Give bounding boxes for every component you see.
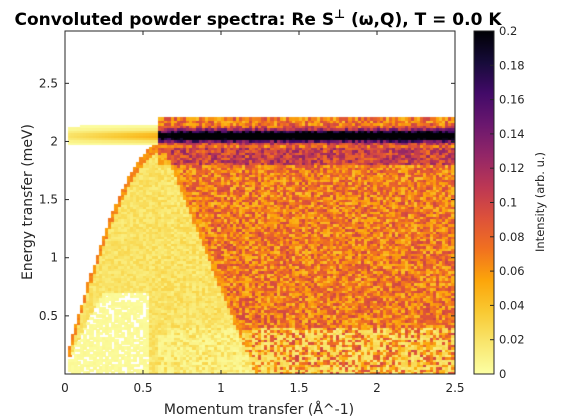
colorbar-tick-label: 0.04 [499,298,525,312]
title-rest: (ω,Q), T = 0.0 K [345,10,502,30]
colorbar [474,31,494,374]
x-axis-label: Momentum transfer (Å^-1) [164,401,354,418]
heatmap-image-container [65,31,455,374]
colorbar-tick-label: 0.18 [499,58,525,72]
x-tick-label: 1.5 [289,381,308,395]
y-axis: 0.5 1 1.5 2 2.5 [39,76,455,323]
y-tick-label: 2 [50,134,58,148]
colorbar-tick-label: 0.08 [499,230,525,244]
y-tick-label: 1.5 [39,193,58,207]
y-axis-label: Energy transfer (meV) [20,124,36,280]
y-tick-label: 2.5 [39,76,58,90]
x-tick-label: 2 [373,381,381,395]
colorbar-tick-label: 0.12 [499,161,525,175]
x-tick-label: 0.5 [133,381,152,395]
x-tick-label: 1 [217,381,225,395]
title-main: Convoluted powder spectra: Re S [15,10,335,30]
colorbar-tick-label: 0.16 [499,93,525,107]
x-tick-label: 2.5 [445,381,464,395]
y-tick-label: 1 [50,251,58,265]
title-superscript: ⊥ [334,7,345,21]
heatmap-image [65,31,455,374]
colorbar-tick-label: 0.2 [499,24,517,38]
colorbar-tick-label: 0 [499,367,506,381]
colorbar-axis: 0 0.02 0.04 0.06 0.08 0.1 0.12 0.14 0.16 0.18 0.2 [490,24,525,381]
x-axis: 0 0.5 1 1.5 2 2.5 [61,31,465,395]
colorbar-tick-label: 0.14 [499,127,525,141]
colorbar-tick-label: 0.1 [499,196,517,210]
y-tick-label: 0.5 [39,309,58,323]
colorbar-tick-label: 0.02 [499,333,525,347]
x-tick-label: 0 [61,381,69,395]
chart-title: Convoluted powder spectra: Re S⊥ (ω,Q), … [15,7,503,30]
plot-area-border [64,30,456,375]
colorbar-label: Intensity (arb. u.) [533,152,547,252]
colorbar-tick-label: 0.06 [499,264,525,278]
